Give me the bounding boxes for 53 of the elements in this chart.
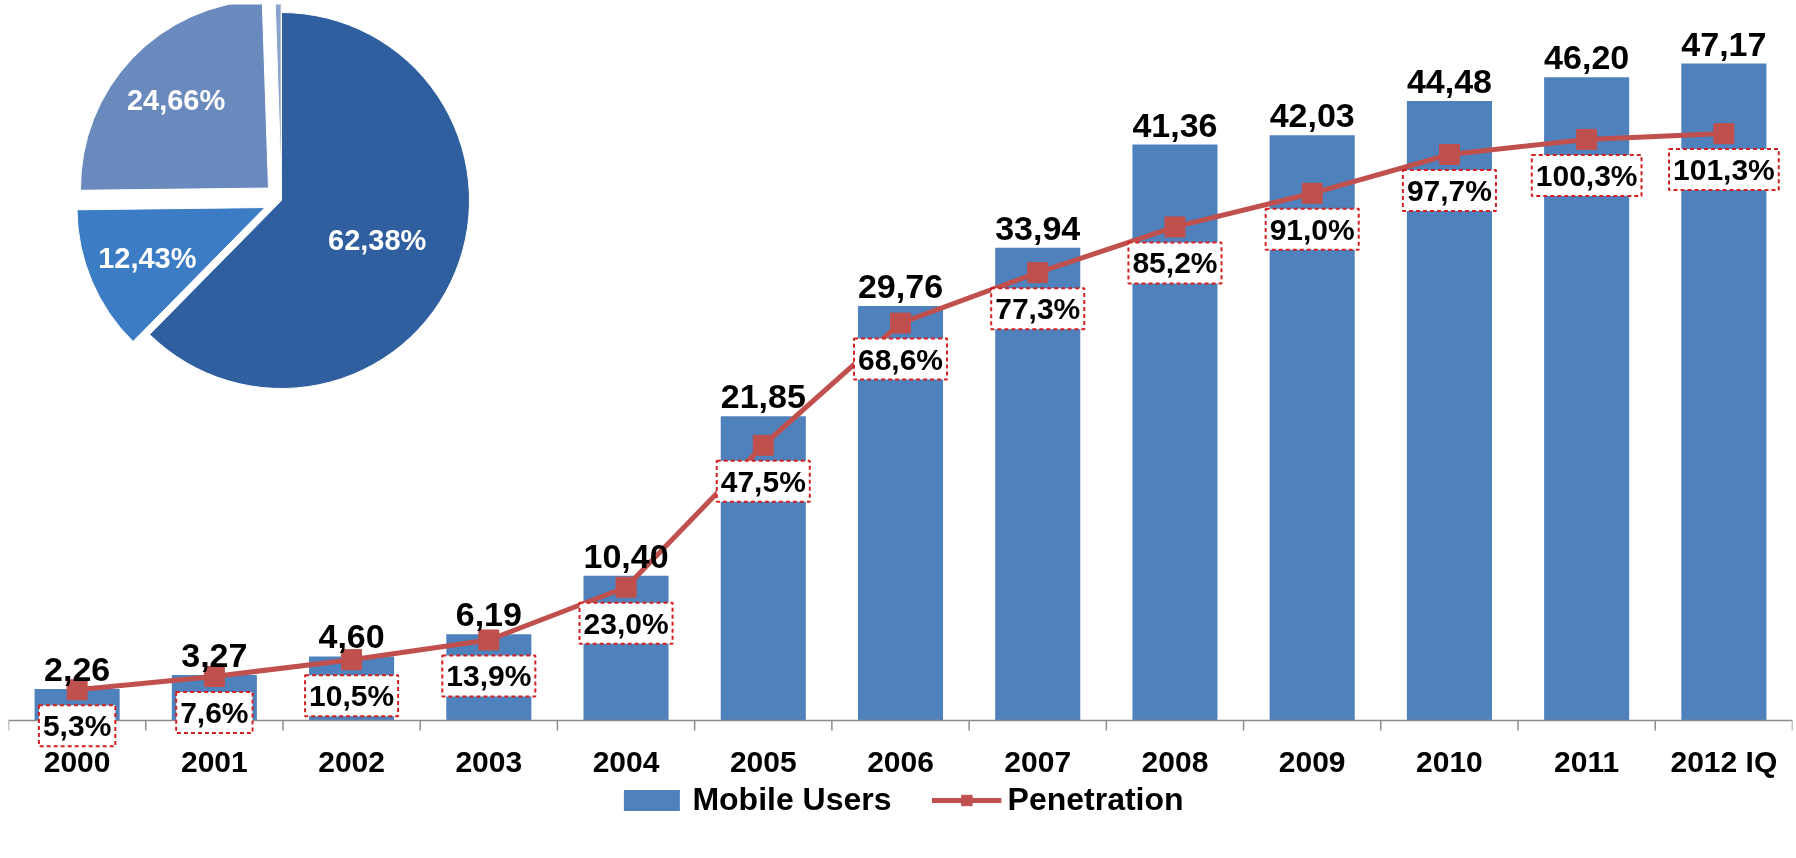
point xyxy=(1301,182,1323,204)
data-label: 85,2% xyxy=(1132,246,1218,280)
x-tick-label: 2004 xyxy=(592,744,660,778)
data-label: 47,5% xyxy=(720,464,806,498)
data-label: 29,76 xyxy=(857,267,944,306)
point xyxy=(1164,216,1186,238)
x-tick-label: 2001 xyxy=(180,744,248,778)
data-label: 44,48 xyxy=(1406,62,1492,101)
x-tick-label: 2008 xyxy=(1141,744,1209,778)
data-label: 21,85 xyxy=(720,377,806,416)
x-tick-label: 2010 xyxy=(1416,744,1483,778)
data-label: 4,60 xyxy=(318,617,385,656)
data-label: 46,20 xyxy=(1544,38,1630,77)
point xyxy=(1027,262,1049,284)
data-label: 47,17 xyxy=(1681,24,1767,63)
data-label: 68,6% xyxy=(857,342,944,376)
data-label: 2,26 xyxy=(44,650,111,689)
point xyxy=(615,576,637,598)
point xyxy=(1576,128,1598,150)
x-tick-label: 2002 xyxy=(318,744,385,778)
data-label: 91,0% xyxy=(1269,212,1355,246)
x-tick-label: 2007 xyxy=(1004,744,1072,778)
x-tick-label: 2005 xyxy=(729,744,797,778)
point xyxy=(478,629,500,651)
point xyxy=(752,434,774,456)
data-label: 62,38% xyxy=(328,223,427,256)
data-label: 42,03 xyxy=(1269,96,1355,135)
data-label: 7,6% xyxy=(180,695,249,729)
data-label: 13,9% xyxy=(446,659,532,693)
data-label: 24,66% xyxy=(126,83,226,116)
data-label: 41,36 xyxy=(1132,105,1218,144)
data-label: 101,3% xyxy=(1673,153,1775,187)
data-label: 100,3% xyxy=(1535,158,1638,192)
x-tick-label: 2006 xyxy=(867,744,934,778)
data-label: 12,43% xyxy=(98,241,197,274)
x-tick-label: 2012 IQ xyxy=(1670,744,1778,778)
data-label: 23,0% xyxy=(583,606,669,640)
point xyxy=(1713,123,1735,145)
point xyxy=(1438,143,1460,165)
legend-label: Penetration xyxy=(1007,781,1184,818)
point xyxy=(890,312,911,334)
legend-label: Mobile Users xyxy=(692,781,892,818)
data-label: 10,5% xyxy=(309,679,395,713)
data-label: 33,94 xyxy=(995,208,1081,247)
data-label: 6,19 xyxy=(455,595,522,634)
x-tick-label: 2011 xyxy=(1554,744,1620,778)
x-tick-label: 2000 xyxy=(43,744,111,778)
data-label: 5,3% xyxy=(42,709,112,743)
x-tick-label: 2009 xyxy=(1278,744,1346,778)
data-label: 3,27 xyxy=(181,635,248,674)
data-label: 97,7% xyxy=(1406,173,1492,207)
x-tick-label: 2003 xyxy=(455,744,523,778)
data-label: 77,3% xyxy=(995,292,1081,326)
